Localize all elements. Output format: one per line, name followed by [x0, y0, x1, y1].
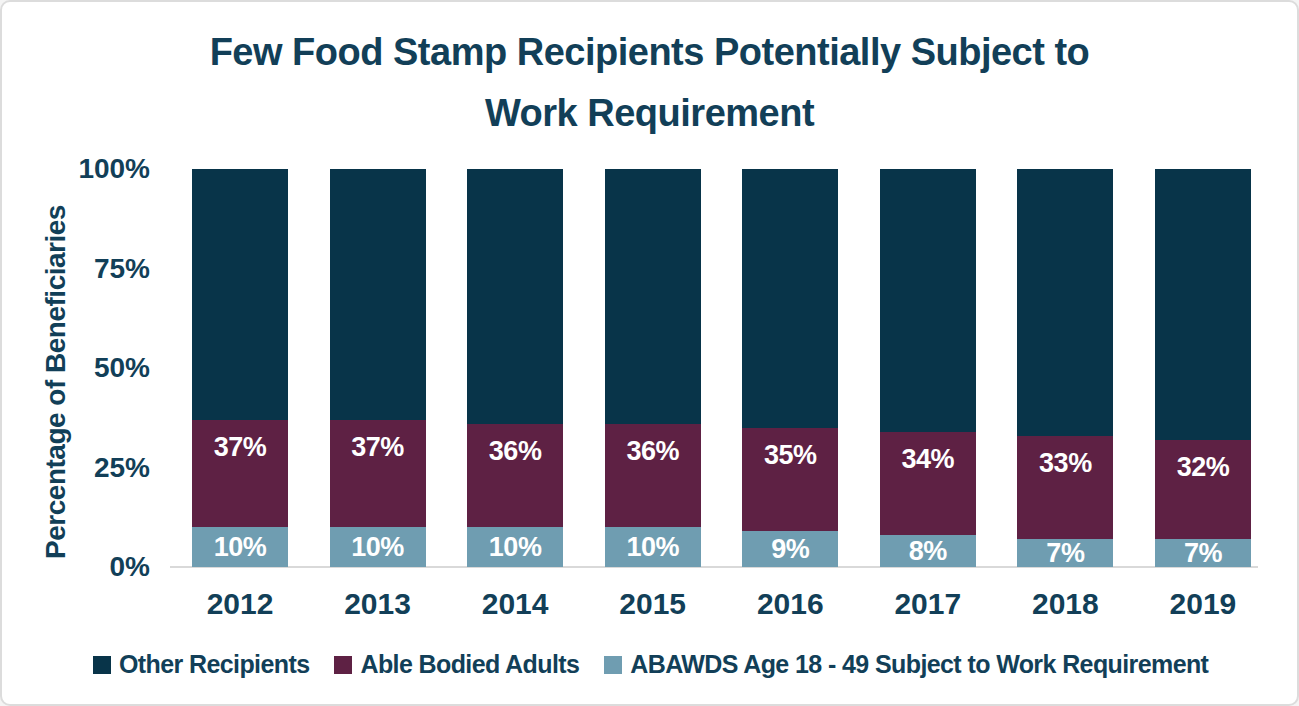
x-tick-label: 2012	[192, 587, 288, 621]
data-label-able-bodied-adults: 33%	[1017, 448, 1113, 479]
legend-swatch-other-recipients-icon	[93, 656, 111, 674]
bar-segment-able-bodied-adults: 36%	[467, 424, 563, 527]
bar-segment-other-recipients	[742, 169, 838, 428]
bar-stack: 34% 8%	[880, 169, 976, 567]
x-tick-label: 2016	[742, 587, 838, 621]
bar-2015: 36%10%2015	[605, 169, 701, 567]
legend-swatch-able-bodied-adults-icon	[334, 656, 352, 674]
bar-2012: 37%10%2012	[192, 169, 288, 567]
bar-segment-able-bodied-adults: 34%	[880, 432, 976, 535]
data-label-abawds-subject-to-work-requirement: 10%	[192, 532, 288, 563]
y-tick-label: 0%	[2, 551, 150, 583]
data-label-able-bodied-adults: 32%	[1155, 452, 1251, 483]
chart-title-line-2: Work Requirement	[2, 83, 1297, 144]
chart-title-line-1: Few Food Stamp Recipients Potentially Su…	[2, 22, 1297, 83]
data-label-abawds-subject-to-work-requirement: 8%	[880, 536, 976, 567]
y-tick-label: 100%	[2, 153, 150, 185]
data-label-able-bodied-adults: 36%	[467, 436, 563, 467]
bar-stack: 36% 10%	[605, 169, 701, 567]
plot-area: 37%10%201237%10%201336%10%201436%10%2015…	[192, 169, 1251, 567]
y-tick-label: 75%	[2, 253, 150, 285]
legend-label-other-recipients: Other Recipients	[119, 650, 309, 679]
bar-stack: 37% 10%	[330, 169, 426, 567]
bar-stack: 37% 10%	[192, 169, 288, 567]
legend-item-other-recipients: Other Recipients	[93, 650, 309, 679]
bar-stack: 32% 7%	[1155, 169, 1251, 567]
bar-stack: 35% 9%	[742, 169, 838, 567]
bar-segment-able-bodied-adults: 33%	[1017, 436, 1113, 539]
bar-segment-other-recipients	[192, 169, 288, 420]
bar-stack: 33% 7%	[1017, 169, 1113, 567]
data-label-abawds-subject-to-work-requirement: 10%	[467, 532, 563, 563]
legend: Other Recipients Able Bodied Adults ABAW…	[93, 650, 1208, 679]
bar-2016: 35%9%2016	[742, 169, 838, 567]
data-label-abawds-subject-to-work-requirement: 10%	[330, 532, 426, 563]
bar-segment-abawds-subject-to-work-requirement: 8%	[880, 535, 976, 567]
bar-2013: 37%10%2013	[330, 169, 426, 567]
data-label-able-bodied-adults: 37%	[330, 432, 426, 463]
bar-segment-able-bodied-adults: 32%	[1155, 440, 1251, 540]
bar-segment-abawds-subject-to-work-requirement: 10%	[330, 527, 426, 567]
y-tick-label: 50%	[2, 352, 150, 384]
bar-segment-other-recipients	[1155, 169, 1251, 440]
legend-label-abawds: ABAWDS Age 18 - 49 Subject to Work Requi…	[630, 650, 1208, 679]
bar-2014: 36%10%2014	[467, 169, 563, 567]
bar-segment-other-recipients	[880, 169, 976, 432]
bar-segment-abawds-subject-to-work-requirement: 10%	[467, 527, 563, 567]
bar-2019: 32%7%2019	[1155, 169, 1251, 567]
bar-segment-abawds-subject-to-work-requirement: 7%	[1155, 539, 1251, 567]
data-label-able-bodied-adults: 34%	[880, 444, 976, 475]
bar-segment-abawds-subject-to-work-requirement: 10%	[192, 527, 288, 567]
data-label-able-bodied-adults: 36%	[605, 436, 701, 467]
x-tick-label: 2015	[605, 587, 701, 621]
data-label-abawds-subject-to-work-requirement: 7%	[1017, 538, 1113, 569]
data-label-abawds-subject-to-work-requirement: 7%	[1155, 538, 1251, 569]
data-label-abawds-subject-to-work-requirement: 9%	[742, 534, 838, 565]
bar-segment-other-recipients	[605, 169, 701, 424]
bar-segment-able-bodied-adults: 37%	[330, 420, 426, 527]
bar-segment-abawds-subject-to-work-requirement: 10%	[605, 527, 701, 567]
bar-2017: 34%8%2017	[880, 169, 976, 567]
bar-segment-able-bodied-adults: 36%	[605, 424, 701, 527]
data-label-abawds-subject-to-work-requirement: 10%	[605, 532, 701, 563]
x-tick-label: 2018	[1017, 587, 1113, 621]
chart-title: Few Food Stamp Recipients Potentially Su…	[2, 22, 1297, 144]
bar-segment-abawds-subject-to-work-requirement: 7%	[1017, 539, 1113, 567]
legend-item-abawds: ABAWDS Age 18 - 49 Subject to Work Requi…	[604, 650, 1208, 679]
bar-segment-abawds-subject-to-work-requirement: 9%	[742, 531, 838, 567]
bar-segment-other-recipients	[1017, 169, 1113, 436]
bar-2018: 33%7%2018	[1017, 169, 1113, 567]
bar-segment-other-recipients	[467, 169, 563, 424]
legend-label-able-bodied-adults: Able Bodied Adults	[360, 650, 579, 679]
bar-segment-other-recipients	[330, 169, 426, 420]
bar-segment-able-bodied-adults: 37%	[192, 420, 288, 527]
chart-frame: Few Food Stamp Recipients Potentially Su…	[0, 0, 1299, 706]
x-tick-label: 2014	[467, 587, 563, 621]
x-tick-label: 2017	[880, 587, 976, 621]
x-tick-label: 2019	[1155, 587, 1251, 621]
data-label-able-bodied-adults: 37%	[192, 432, 288, 463]
data-label-able-bodied-adults: 35%	[742, 440, 838, 471]
x-tick-label: 2013	[330, 587, 426, 621]
legend-swatch-abawds-icon	[604, 656, 622, 674]
bar-segment-able-bodied-adults: 35%	[742, 428, 838, 531]
legend-item-able-bodied-adults: Able Bodied Adults	[334, 650, 579, 679]
y-tick-label: 25%	[2, 452, 150, 484]
bar-stack: 36% 10%	[467, 169, 563, 567]
